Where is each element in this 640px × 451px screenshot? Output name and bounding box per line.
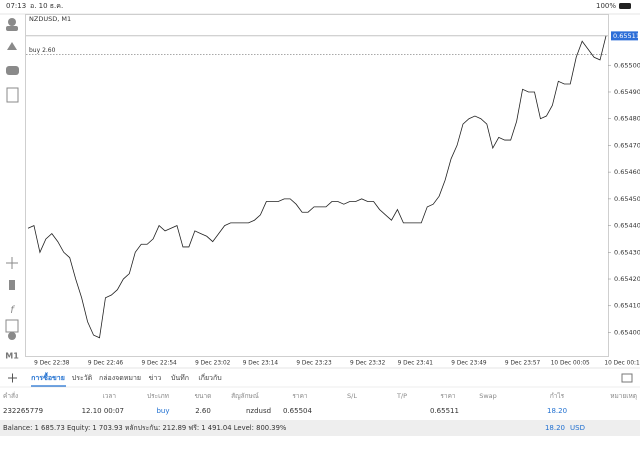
- table-header: ขนาด: [195, 392, 212, 400]
- table-cell: nzdusd: [246, 407, 271, 415]
- x-tick-label: 9 Dec 22:38: [34, 361, 70, 367]
- table-cell: buy: [156, 407, 169, 415]
- table-cell: 232265779: [3, 407, 43, 415]
- y-tick-label: 0.65480: [614, 115, 640, 123]
- price-label: 0.65511: [613, 32, 640, 40]
- chart-frame: [25, 14, 609, 357]
- table-header: หมายเหตุ: [610, 392, 637, 400]
- battery-icon: [619, 3, 631, 9]
- indicator-icon[interactable]: f: [10, 305, 15, 316]
- account-icon[interactable]: [8, 18, 16, 26]
- objects-icon[interactable]: [5, 319, 19, 333]
- table-header: Swap: [479, 392, 497, 400]
- x-tick-label: 9 Dec 23:23: [296, 361, 332, 367]
- table-header: ราคา: [292, 392, 307, 400]
- table-header: คำสั่ง: [3, 391, 18, 400]
- footer-profit: 18.20: [545, 424, 565, 432]
- x-tick-label: 9 Dec 23:02: [195, 361, 231, 367]
- x-tick-label: 9 Dec 23:32: [350, 361, 386, 367]
- candles-icon[interactable]: [9, 280, 15, 290]
- tab[interactable]: ประวัติ: [72, 374, 93, 382]
- status-date: อ. 10 ธ.ค.: [30, 2, 63, 10]
- table-header: เวลา: [102, 392, 116, 400]
- y-tick-label: 0.65450: [614, 195, 640, 203]
- x-tick-label: 9 Dec 23:14: [243, 361, 279, 367]
- x-tick-label: 9 Dec 23:49: [451, 361, 487, 367]
- y-tick-label: 0.65430: [614, 248, 640, 256]
- chat-icon[interactable]: [6, 66, 19, 75]
- trade-icon[interactable]: [7, 42, 17, 50]
- status-battery: 100%: [596, 2, 616, 10]
- x-tick-label: 9 Dec 22:54: [141, 361, 177, 367]
- table-header: ราคา: [440, 392, 455, 400]
- table-cell: 0.65504: [283, 407, 312, 415]
- table-cell: 2.60: [195, 407, 211, 415]
- y-tick-label: 0.65470: [614, 141, 640, 149]
- table-cell: 0.65511: [430, 407, 459, 415]
- x-tick-label: 10 Dec 00:13: [604, 361, 640, 367]
- x-tick-label: 10 Dec 00:05: [551, 361, 590, 367]
- table-header: กำไร: [550, 392, 565, 400]
- tab[interactable]: กล่องจดหมาย: [99, 374, 141, 382]
- y-tick-label: 0.65400: [614, 328, 640, 336]
- timeframe[interactable]: M1: [5, 352, 19, 361]
- footer-bg: [0, 420, 640, 436]
- y-tick-label: 0.65460: [614, 168, 640, 176]
- tab[interactable]: บันทึก: [171, 373, 189, 382]
- price-box: [611, 31, 638, 41]
- y-tick-label: 0.65490: [614, 88, 640, 96]
- x-tick-label: 9 Dec 23:41: [398, 361, 434, 367]
- table-header: ประเภท: [147, 392, 169, 400]
- add-button[interactable]: [8, 373, 17, 383]
- objects-icon-dot: [8, 332, 16, 340]
- new-order-icon[interactable]: [6, 87, 19, 103]
- table-header: S/L: [347, 392, 357, 400]
- crosshair-icon[interactable]: [6, 257, 18, 269]
- table-header: T/P: [396, 392, 407, 400]
- trade-line-label: buy 2.60: [29, 47, 56, 54]
- x-tick-label: 9 Dec 23:57: [505, 361, 541, 367]
- toolbar: f M1: [5, 18, 19, 361]
- tab[interactable]: ข่าว: [149, 374, 162, 382]
- x-tick-label: 9 Dec 22:46: [88, 361, 124, 367]
- tab[interactable]: การซื้อขาย: [31, 371, 65, 382]
- y-tick-label: 0.65410: [614, 302, 640, 310]
- table-header: สัญลักษณ์: [231, 392, 259, 400]
- account-icon-body: [6, 26, 18, 31]
- y-tick-label: 0.65500: [614, 61, 640, 69]
- chart-title: NZDUSD, M1: [29, 15, 71, 23]
- footer-summary: Balance: 1 685.73 Equity: 1 703.93 หลักป…: [3, 424, 287, 432]
- y-tick-label: 0.65440: [614, 222, 640, 230]
- price-line-series: [27, 35, 607, 339]
- footer-currency: USD: [570, 424, 585, 432]
- tab[interactable]: เกี่ยวกับ: [198, 373, 221, 382]
- table-cell: 12.10 00:07: [82, 407, 124, 415]
- settings-icon[interactable]: [621, 373, 633, 383]
- table-cell: 18.20: [547, 407, 567, 415]
- status-time: 07:13: [6, 2, 26, 10]
- y-tick-label: 0.65420: [614, 275, 640, 283]
